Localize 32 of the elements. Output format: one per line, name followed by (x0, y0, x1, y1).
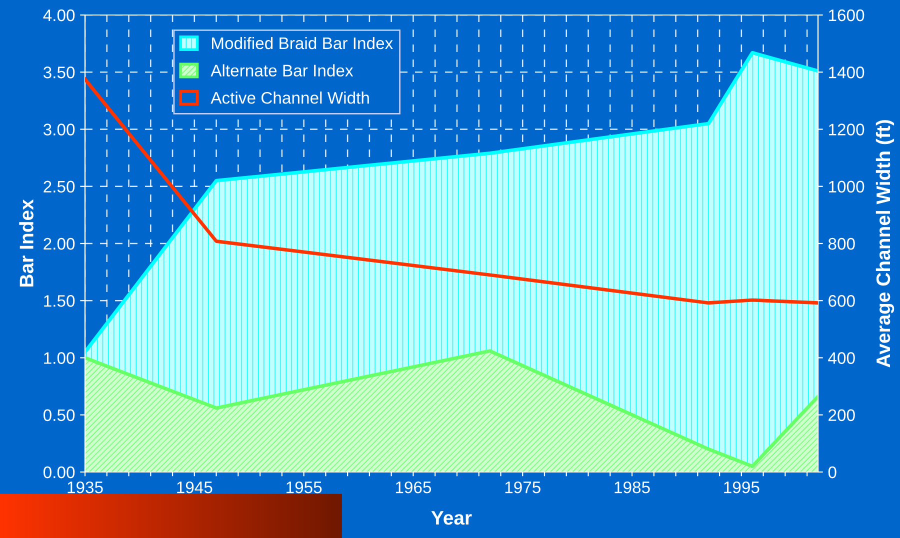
y2-axis-title: Average Channel Width (ft) (876, 120, 894, 368)
y2-tick-label: 0 (828, 466, 836, 478)
y2-tick-label: 1400 (828, 66, 864, 78)
legend-label: Alternate Bar Index (210, 64, 354, 76)
y-tick-label: 2.50 (44, 180, 75, 193)
x-tick-label: 1935 (68, 481, 103, 494)
line-series (85, 78, 818, 305)
y2-tick-label: 400 (828, 352, 855, 364)
y2-tick-label: 1000 (828, 180, 864, 193)
x-tick-label: 1975 (505, 481, 540, 494)
y2-tick-label: 600 (828, 295, 855, 307)
x-tick-label: 1945 (177, 481, 212, 494)
y-tick-label: 0.50 (43, 409, 75, 422)
x-axis-title: Year (431, 511, 472, 525)
y2-tick-label: 1200 (828, 124, 864, 136)
legend-label: Active Channel Width (210, 92, 369, 104)
x-tick-label: 1995 (724, 481, 760, 494)
y2-tick-label: 200 (828, 409, 855, 422)
legend-label: Modified Braid Bar Index (212, 36, 393, 50)
y-tick-label: 4.00 (43, 9, 75, 22)
y-tick-label: 2.00 (44, 238, 75, 250)
x-tick-label: 1985 (614, 481, 650, 494)
y-tick-label: 1.50 (44, 295, 75, 307)
y-tick-label: 1.00 (44, 352, 75, 364)
y-axis-title: Bar Index (19, 199, 34, 287)
x-tick-label: 1965 (396, 481, 432, 494)
y-tick-label: 0.00 (43, 466, 75, 478)
x-tick-label: 1955 (286, 481, 322, 494)
y-tick-label: 3.00 (43, 124, 75, 136)
y2-tick-label: 1600 (828, 9, 864, 22)
y-tick-label: 3.50 (43, 66, 75, 78)
y2-tick-label: 800 (828, 238, 855, 250)
